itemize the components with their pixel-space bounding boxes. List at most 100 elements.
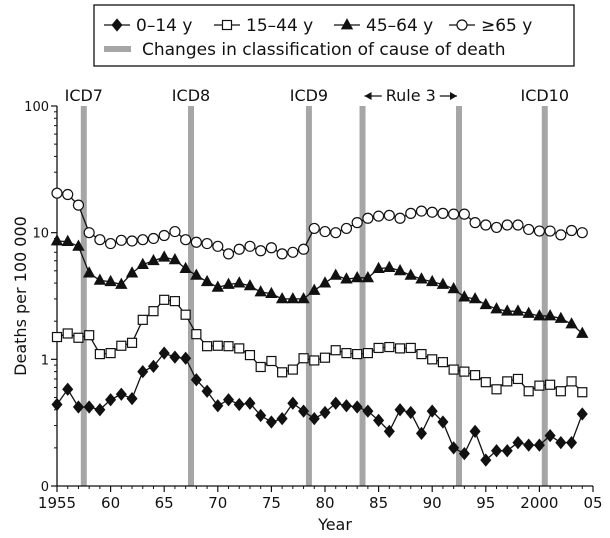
data-point <box>72 400 84 414</box>
data-point <box>576 407 588 421</box>
data-point <box>201 384 213 398</box>
legend-label: 45–64 y <box>366 16 433 36</box>
series-line <box>56 352 583 462</box>
data-point <box>233 243 245 255</box>
data-point <box>223 341 234 352</box>
data-point <box>469 424 481 438</box>
data-point <box>276 248 288 260</box>
data-point <box>51 397 63 412</box>
data-point <box>158 250 171 262</box>
data-point <box>94 403 106 417</box>
data-point <box>330 227 342 239</box>
data-point <box>222 277 235 289</box>
data-point <box>180 234 192 246</box>
data-point <box>330 396 342 410</box>
data-point <box>136 257 149 269</box>
series-4 <box>51 187 588 260</box>
data-point <box>480 453 492 467</box>
data-point <box>244 240 256 252</box>
data-point <box>490 221 503 234</box>
data-point <box>340 399 352 413</box>
data-point <box>73 332 84 343</box>
x-tick-label: 70 <box>208 494 227 512</box>
data-point <box>405 405 417 420</box>
data-point <box>458 447 470 461</box>
legend-label: 0–14 y <box>136 16 192 36</box>
data-point <box>148 306 159 317</box>
data-point <box>104 274 117 287</box>
data-point <box>362 404 374 418</box>
data-point <box>201 341 213 352</box>
data-point <box>233 276 246 288</box>
data-point <box>447 282 460 294</box>
data-point <box>501 444 513 458</box>
data-point <box>200 274 214 287</box>
data-point <box>137 364 149 379</box>
data-point <box>190 236 202 248</box>
data-point <box>511 304 525 316</box>
data-point <box>415 205 428 217</box>
x-tick-label: 1955 <box>38 494 76 512</box>
rule3-label: Rule 3 <box>386 86 436 105</box>
data-point <box>277 367 288 378</box>
legend-item-4: ≥65 y <box>449 16 532 36</box>
data-point <box>373 210 385 222</box>
data-point <box>179 261 192 274</box>
data-point <box>104 237 117 250</box>
data-point <box>361 270 375 283</box>
data-point <box>287 396 299 410</box>
data-point <box>427 354 438 365</box>
data-point <box>351 400 363 414</box>
legend-label: ≥65 y <box>481 16 532 36</box>
x-tick-label: 65 <box>155 494 174 512</box>
data-point <box>393 263 407 276</box>
y-tick-label: 100 <box>24 100 49 115</box>
y-tick-label: 0 <box>41 480 49 495</box>
data-point <box>298 404 310 418</box>
data-point <box>180 351 192 365</box>
data-point <box>125 266 139 278</box>
data-point <box>394 212 406 224</box>
data-point <box>147 232 160 245</box>
data-point <box>308 283 321 295</box>
data-point <box>244 396 256 410</box>
data-point <box>126 337 138 348</box>
data-point <box>373 342 384 354</box>
data-point <box>522 306 535 318</box>
data-point <box>158 229 170 242</box>
data-point <box>222 393 235 407</box>
legend-marker <box>340 18 354 30</box>
data-point <box>212 240 224 252</box>
data-point <box>94 234 106 246</box>
data-point <box>212 340 223 351</box>
data-point <box>383 424 395 438</box>
data-point <box>512 373 524 385</box>
x-tick-label: 95 <box>476 494 495 512</box>
data-point <box>169 225 181 238</box>
data-point <box>93 273 107 285</box>
rule3-arrowhead-left <box>364 92 372 100</box>
x-tick-label: 75 <box>262 494 281 512</box>
y-tick-label: 10 <box>32 227 49 242</box>
data-point <box>211 280 224 292</box>
data-point <box>169 350 181 364</box>
data-point <box>501 219 513 231</box>
data-point <box>523 438 535 452</box>
data-point <box>405 342 416 354</box>
data-point <box>50 234 64 246</box>
data-point <box>426 274 439 287</box>
data-point <box>533 438 545 452</box>
legend-classification-label: Changes in classification of cause of de… <box>142 40 506 60</box>
data-point <box>577 387 588 398</box>
data-point <box>576 326 589 338</box>
data-point <box>51 187 63 199</box>
legend-marker <box>456 19 468 31</box>
legend-marker <box>111 18 123 32</box>
data-point <box>255 245 267 257</box>
data-point <box>329 268 342 280</box>
data-point <box>351 217 363 229</box>
data-point <box>94 348 105 360</box>
series-2 <box>51 294 588 398</box>
data-point <box>168 253 182 265</box>
data-point <box>566 376 577 387</box>
